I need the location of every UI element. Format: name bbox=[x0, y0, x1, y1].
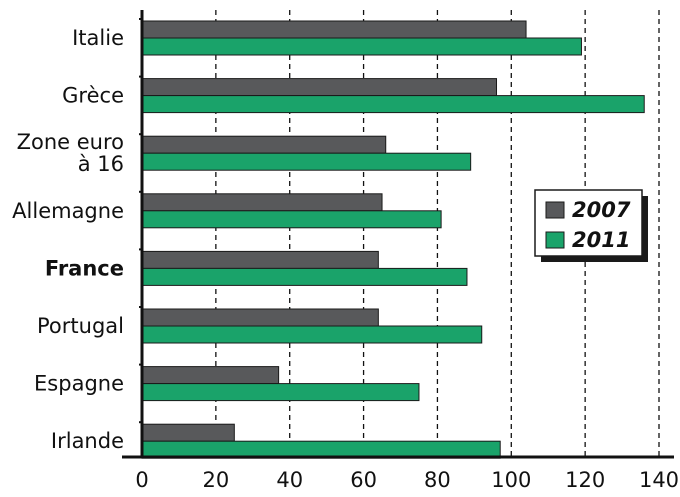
bar-2007-4 bbox=[141, 250, 379, 269]
legend-label-2007: 2007 bbox=[572, 198, 631, 222]
legend-swatch-2007 bbox=[545, 201, 565, 219]
bar-2007-0 bbox=[141, 20, 527, 39]
x-tick-label-140: 140 bbox=[639, 468, 679, 492]
bar-2011-4 bbox=[141, 267, 468, 286]
bar-2007-6 bbox=[141, 366, 280, 385]
x-tick-label-20: 20 bbox=[202, 468, 229, 492]
bar-2007-3 bbox=[141, 193, 383, 212]
x-tick-label-60: 60 bbox=[350, 468, 377, 492]
bars bbox=[141, 20, 645, 459]
category-label-1: Grèce bbox=[62, 84, 124, 108]
category-label-2: Zone euro à 16 bbox=[17, 130, 124, 176]
x-tick-label-0: 0 bbox=[135, 468, 148, 492]
x-tick-label-120: 120 bbox=[565, 468, 605, 492]
category-label-7: Irlande bbox=[51, 429, 124, 453]
category-labels: Italie Grèce Zone euro à 16 Allemagne France P… bbox=[12, 26, 124, 453]
category-label-0: Italie bbox=[72, 26, 124, 50]
bar-2011-0 bbox=[141, 37, 582, 56]
bar-2011-3 bbox=[141, 210, 442, 229]
legend-label-2011: 2011 bbox=[572, 228, 630, 252]
bar-2011-2 bbox=[141, 152, 472, 171]
x-tick-label-100: 100 bbox=[491, 468, 531, 492]
bar-2011-5 bbox=[141, 325, 483, 344]
x-tick-label-80: 80 bbox=[424, 468, 451, 492]
bar-2007-2 bbox=[141, 135, 387, 154]
axes bbox=[122, 10, 674, 459]
category-label-3: Allemagne bbox=[12, 199, 124, 223]
bar-2007-5 bbox=[141, 308, 379, 327]
x-tick-labels: 0 20 40 60 80 100 120 140 bbox=[135, 468, 679, 492]
legend-swatch-2011 bbox=[545, 231, 565, 249]
x-tick-label-40: 40 bbox=[276, 468, 303, 492]
bar-2007-1 bbox=[141, 78, 498, 97]
bar-2011-6 bbox=[141, 383, 420, 402]
category-label-4: France bbox=[45, 256, 124, 280]
category-label-5: Portugal bbox=[37, 314, 124, 338]
category-label-6: Espagne bbox=[34, 372, 124, 396]
bar-2007-7 bbox=[141, 423, 235, 442]
legend: 2007 2011 bbox=[534, 189, 648, 262]
bar-2011-1 bbox=[141, 95, 645, 114]
